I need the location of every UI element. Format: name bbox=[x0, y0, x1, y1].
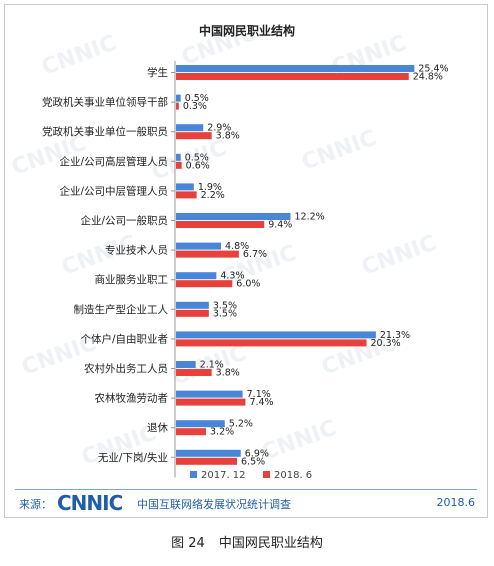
watermark-8: CNNIC bbox=[359, 231, 440, 281]
data-label-series-1: 6.9% bbox=[245, 448, 269, 459]
figure-caption: 图 24 中国网民职业结构 bbox=[0, 532, 494, 551]
category-label: 学生 bbox=[147, 66, 168, 79]
data-label-series-1: 2.1% bbox=[200, 360, 224, 371]
bar-series-2 bbox=[176, 161, 182, 169]
data-label-series-2: 0.3% bbox=[183, 101, 207, 112]
footer-source-label: 来源： bbox=[19, 498, 52, 511]
bar-series-2 bbox=[176, 309, 209, 317]
figure-number: 图 24 bbox=[171, 536, 205, 551]
bar-series-2 bbox=[176, 398, 246, 406]
bar-series-1 bbox=[176, 124, 204, 132]
bar-series-2 bbox=[176, 102, 179, 110]
footer-date: 2018.6 bbox=[436, 496, 476, 509]
data-label-series-1: 12.2% bbox=[294, 212, 324, 223]
category-label: 企业/公司中层管理人员 bbox=[59, 184, 168, 197]
data-label-series-2: 20.3% bbox=[371, 338, 401, 349]
category-label: 商业服务业职工 bbox=[95, 273, 169, 286]
bar-series-1 bbox=[176, 449, 241, 457]
bar-series-1 bbox=[176, 94, 181, 102]
data-label-series-1: 0.5% bbox=[185, 152, 209, 163]
cnnic-logo: CNNIC bbox=[57, 491, 123, 515]
bar-series-1 bbox=[176, 301, 209, 309]
data-label-series-2: 2.2% bbox=[201, 190, 225, 201]
data-label-series-1: 3.5% bbox=[213, 300, 237, 311]
data-label-series-2: 3.2% bbox=[210, 427, 234, 438]
bar-series-2 bbox=[176, 369, 212, 376]
bar-series-2 bbox=[176, 132, 212, 140]
data-label-series-2: 3.8% bbox=[216, 368, 240, 379]
data-label-series-2: 6.0% bbox=[236, 279, 260, 290]
data-label-series-1: 1.9% bbox=[198, 182, 222, 193]
bar-series-1 bbox=[176, 153, 181, 161]
legend-label-1: 2017. 12 bbox=[201, 470, 246, 481]
bar-series-1 bbox=[176, 420, 225, 428]
data-label-series-1: 0.5% bbox=[185, 93, 209, 104]
legend-swatch-2 bbox=[263, 471, 270, 478]
category-label: 退休 bbox=[147, 422, 168, 434]
chart-title: 中国网民职业结构 bbox=[199, 23, 295, 38]
bar-series-1 bbox=[176, 242, 222, 250]
category-label: 农村外出务工人员 bbox=[84, 362, 168, 375]
footer-divider bbox=[15, 489, 477, 490]
category-label: 企业/公司高层管理人员 bbox=[59, 155, 168, 168]
data-label-series-2: 0.6% bbox=[186, 160, 210, 171]
figure-title: 中国网民职业结构 bbox=[218, 536, 323, 551]
category-label: 制造生产型企业工人 bbox=[74, 303, 169, 316]
data-label-series-2: 24.8% bbox=[413, 72, 443, 83]
category-label: 个体户/自由职业者 bbox=[80, 332, 168, 345]
data-label-series-2: 9.4% bbox=[268, 220, 292, 231]
data-label-series-1: 21.3% bbox=[380, 330, 410, 341]
bar-series-2 bbox=[176, 428, 207, 436]
data-label-series-2: 7.4% bbox=[249, 397, 273, 408]
bar-series-1 bbox=[176, 331, 376, 339]
watermark-5: CNNIC bbox=[299, 126, 380, 176]
category-label: 无业/下岗/失业 bbox=[98, 451, 168, 464]
bar-series-2 bbox=[176, 339, 367, 347]
bar-series-2 bbox=[176, 280, 233, 288]
data-label-series-1: 7.1% bbox=[247, 389, 271, 400]
data-label-series-2: 6.5% bbox=[241, 456, 265, 467]
legend-swatch-1 bbox=[190, 471, 197, 478]
category-label: 农林牧渔劳动者 bbox=[95, 392, 169, 405]
watermark-0: CNNIC bbox=[39, 31, 120, 81]
data-label-series-2: 3.8% bbox=[216, 131, 240, 142]
bar-series-1 bbox=[176, 390, 243, 398]
data-label-series-1: 5.2% bbox=[229, 419, 253, 430]
category-label: 党政机关事业单位一般职员 bbox=[42, 125, 168, 138]
data-label-series-2: 6.7% bbox=[243, 249, 267, 260]
bar-series-1 bbox=[176, 361, 196, 368]
category-label: 专业技术人员 bbox=[105, 244, 168, 257]
bar-series-2 bbox=[176, 457, 237, 465]
data-label-series-1: 25.4% bbox=[418, 64, 448, 75]
data-label-series-2: 3.5% bbox=[213, 308, 237, 319]
bar-series-2 bbox=[176, 221, 265, 228]
bar-series-1 bbox=[176, 272, 217, 280]
legend-label-2: 2018. 6 bbox=[274, 470, 312, 481]
watermark-13: CNNIC bbox=[259, 416, 340, 466]
category-label: 企业/公司一般职员 bbox=[80, 214, 168, 227]
bar-series-1 bbox=[176, 183, 194, 191]
category-label: 党政机关事业单位领导干部 bbox=[42, 96, 168, 109]
data-label-series-1: 2.9% bbox=[207, 123, 231, 134]
chart-card: CNNIC CNNIC CNNIC CNNIC CNNIC CNNIC CNNIC CNNIC… bbox=[4, 4, 488, 518]
bar-series-1 bbox=[176, 213, 291, 220]
bar-series-1 bbox=[176, 65, 415, 72]
bar-series-2 bbox=[176, 73, 409, 80]
data-label-series-1: 4.8% bbox=[225, 241, 249, 252]
bar-series-2 bbox=[176, 250, 239, 258]
footer-survey-name: 中国互联网络发展状况统计调查 bbox=[137, 498, 291, 511]
bar-series-2 bbox=[176, 191, 197, 199]
data-label-series-1: 4.3% bbox=[220, 271, 244, 282]
